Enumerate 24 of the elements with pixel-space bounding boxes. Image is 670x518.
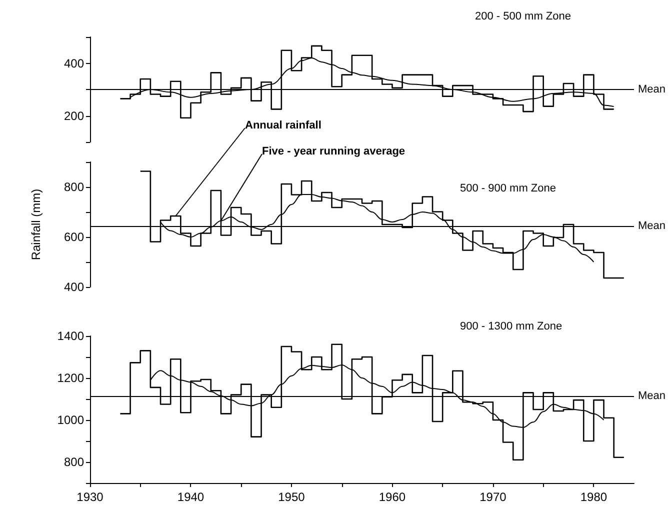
- y-tick-label: 200: [64, 108, 84, 123]
- text: Annual rainfall: [245, 120, 322, 132]
- x-tick-label: 1970: [480, 490, 507, 504]
- y-tick-label: 800: [64, 180, 84, 194]
- y-tick-label: 400: [64, 56, 84, 70]
- ref-line-label: Mean: [638, 220, 666, 232]
- x-tick-label: 1930: [76, 490, 104, 504]
- x-tick-label: 1950: [278, 490, 306, 504]
- y-tick-label: 400: [64, 280, 84, 294]
- text: Five - year running average: [262, 146, 406, 158]
- y-axis-title: Rainfall (mm): [29, 188, 43, 260]
- chart-title: 900 - 1300 mm Zone: [460, 320, 562, 332]
- chart-title: 200 - 500 mm Zone: [475, 10, 571, 22]
- y-tick-label: 1200: [57, 371, 84, 385]
- x-tick-label: 1960: [378, 490, 406, 504]
- text: 500 - 900 mm Zone: [460, 182, 556, 194]
- y-tick-label: 800: [64, 455, 84, 469]
- y-tick-label: 1000: [57, 413, 84, 427]
- ref-line-label: Mean: [638, 390, 666, 402]
- y-tick-label: 1400: [57, 329, 84, 343]
- x-tick-label: 1980: [580, 490, 608, 504]
- ref-line-label: Mean: [638, 84, 666, 96]
- x-tick-label: 1940: [177, 490, 204, 504]
- y-tick-label: 600: [64, 230, 84, 244]
